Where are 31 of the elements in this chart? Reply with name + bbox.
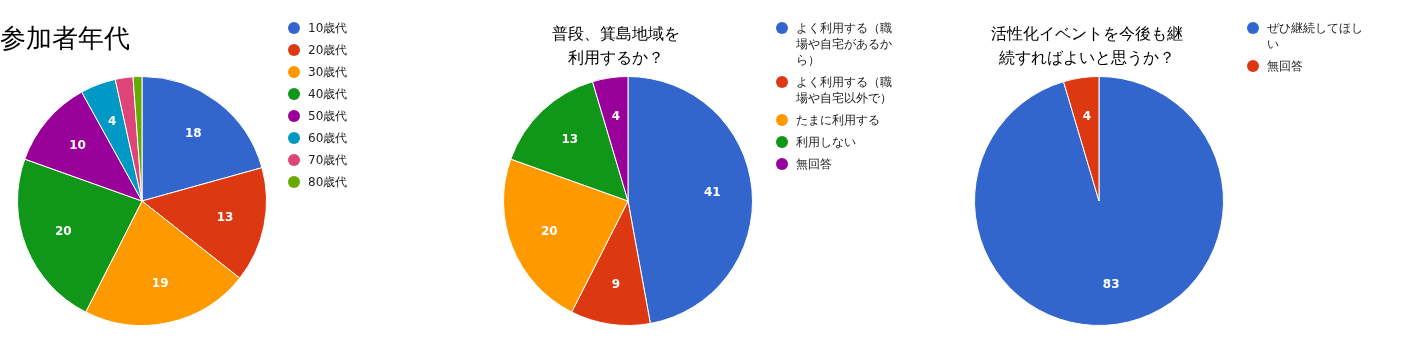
data-label: 4: [107, 113, 117, 128]
data-label: 13: [561, 131, 579, 146]
legend-label: よく利用する（職場や自宅以外で）: [796, 74, 893, 106]
legend-label: 60歳代: [308, 130, 348, 146]
data-label: 4: [1082, 109, 1091, 124]
data-label: 20: [55, 224, 72, 239]
legend-label: ぜひ継続してほしい: [1267, 20, 1364, 52]
legend-label: よく利用する（職場や自宅があるから）: [796, 20, 893, 68]
legend-label: 利用しない: [796, 134, 856, 150]
legend-label: 無回答: [796, 156, 832, 172]
legend-label: 70歳代: [308, 152, 348, 168]
legend-label: 無回答: [1267, 58, 1303, 74]
data-label: 10: [69, 138, 86, 153]
legend-label: たまに利用する: [796, 112, 880, 128]
data-label: 9: [611, 276, 620, 291]
data-label: 18: [184, 125, 202, 140]
data-label: 83: [1102, 276, 1120, 291]
data-label: 20: [541, 224, 558, 239]
legend-label: 10歳代: [308, 20, 348, 36]
text: 活性化イベントを今後も継続すればよいと思うか？: [991, 23, 1183, 69]
data-label: 4: [611, 109, 620, 124]
legend-label: 40歳代: [308, 86, 348, 102]
legend-label: 30歳代: [308, 64, 348, 80]
data-label: 13: [216, 209, 234, 224]
chart-title: 参加者年代: [0, 22, 131, 54]
legend-label: 50歳代: [308, 108, 348, 124]
legend-label: 80歳代: [308, 174, 348, 190]
legend-label: 20歳代: [308, 42, 348, 58]
data-label: 19: [151, 275, 169, 290]
data-label: 41: [703, 185, 721, 200]
text: 普段、箕島地域を利用するか？: [552, 23, 680, 69]
